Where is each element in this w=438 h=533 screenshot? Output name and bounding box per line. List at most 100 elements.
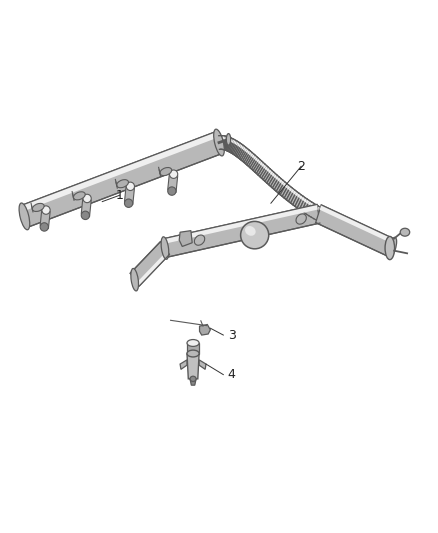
Polygon shape — [232, 139, 234, 143]
Ellipse shape — [214, 129, 224, 156]
Polygon shape — [241, 145, 244, 149]
Polygon shape — [231, 140, 237, 154]
Polygon shape — [250, 157, 258, 169]
Polygon shape — [230, 138, 233, 142]
Polygon shape — [267, 172, 276, 184]
Polygon shape — [237, 142, 240, 147]
Polygon shape — [130, 241, 170, 286]
Polygon shape — [307, 202, 314, 216]
Polygon shape — [200, 325, 210, 335]
Polygon shape — [222, 136, 224, 149]
Polygon shape — [163, 205, 318, 244]
Polygon shape — [289, 187, 293, 191]
Polygon shape — [304, 200, 312, 214]
Polygon shape — [280, 183, 289, 196]
Polygon shape — [316, 205, 395, 257]
Ellipse shape — [42, 206, 50, 214]
Polygon shape — [234, 143, 241, 156]
Polygon shape — [244, 148, 247, 152]
Ellipse shape — [245, 226, 256, 236]
Polygon shape — [229, 138, 231, 142]
Polygon shape — [227, 138, 233, 151]
Polygon shape — [268, 169, 272, 173]
Polygon shape — [301, 196, 305, 201]
Polygon shape — [199, 360, 206, 369]
Ellipse shape — [81, 211, 89, 220]
Polygon shape — [244, 151, 252, 164]
Polygon shape — [221, 135, 223, 149]
Polygon shape — [40, 208, 50, 229]
Text: 4: 4 — [228, 368, 236, 381]
Polygon shape — [293, 193, 301, 206]
Text: 1: 1 — [116, 189, 124, 202]
Polygon shape — [297, 193, 301, 198]
Polygon shape — [291, 191, 299, 205]
Polygon shape — [284, 187, 293, 200]
Ellipse shape — [400, 228, 410, 236]
Polygon shape — [270, 171, 274, 175]
Text: 2: 2 — [297, 160, 305, 173]
Polygon shape — [260, 161, 263, 166]
Ellipse shape — [40, 223, 49, 231]
Polygon shape — [220, 135, 221, 139]
Ellipse shape — [161, 237, 169, 259]
Ellipse shape — [296, 214, 306, 224]
Ellipse shape — [32, 204, 44, 212]
Polygon shape — [137, 251, 170, 286]
Polygon shape — [237, 145, 244, 158]
Polygon shape — [226, 136, 229, 141]
Polygon shape — [243, 147, 246, 151]
Polygon shape — [274, 179, 283, 191]
Ellipse shape — [190, 376, 196, 382]
Polygon shape — [250, 152, 254, 157]
Polygon shape — [232, 141, 239, 154]
Polygon shape — [266, 167, 270, 172]
Ellipse shape — [187, 350, 199, 357]
Polygon shape — [276, 180, 285, 193]
Polygon shape — [265, 171, 274, 183]
Polygon shape — [247, 150, 251, 154]
Polygon shape — [243, 150, 251, 163]
Polygon shape — [190, 379, 196, 385]
Polygon shape — [281, 180, 285, 185]
Polygon shape — [258, 159, 261, 164]
Polygon shape — [276, 175, 279, 180]
Polygon shape — [299, 195, 303, 199]
Polygon shape — [279, 179, 283, 183]
Polygon shape — [293, 190, 297, 195]
Polygon shape — [226, 138, 231, 151]
Ellipse shape — [19, 203, 30, 230]
Polygon shape — [124, 185, 134, 205]
Polygon shape — [291, 188, 295, 193]
Polygon shape — [233, 142, 240, 155]
Polygon shape — [283, 182, 286, 187]
Ellipse shape — [387, 237, 397, 259]
Polygon shape — [245, 152, 254, 165]
Polygon shape — [246, 149, 249, 153]
Text: 3: 3 — [228, 328, 236, 342]
Polygon shape — [287, 185, 290, 190]
Ellipse shape — [160, 167, 172, 175]
Ellipse shape — [226, 134, 231, 145]
Polygon shape — [261, 167, 270, 180]
Polygon shape — [241, 149, 249, 161]
Polygon shape — [168, 173, 178, 192]
Polygon shape — [248, 155, 257, 168]
Polygon shape — [282, 185, 290, 198]
Polygon shape — [268, 174, 277, 187]
Polygon shape — [314, 206, 321, 220]
Ellipse shape — [117, 180, 128, 188]
Polygon shape — [255, 157, 258, 161]
Polygon shape — [320, 205, 395, 244]
Polygon shape — [180, 360, 187, 369]
Polygon shape — [220, 135, 221, 149]
Polygon shape — [271, 175, 279, 188]
Ellipse shape — [194, 235, 205, 245]
Polygon shape — [286, 188, 295, 201]
Polygon shape — [230, 140, 236, 153]
Polygon shape — [219, 135, 220, 140]
Polygon shape — [229, 139, 234, 152]
Polygon shape — [310, 202, 314, 207]
Polygon shape — [273, 174, 277, 179]
Polygon shape — [285, 183, 289, 188]
